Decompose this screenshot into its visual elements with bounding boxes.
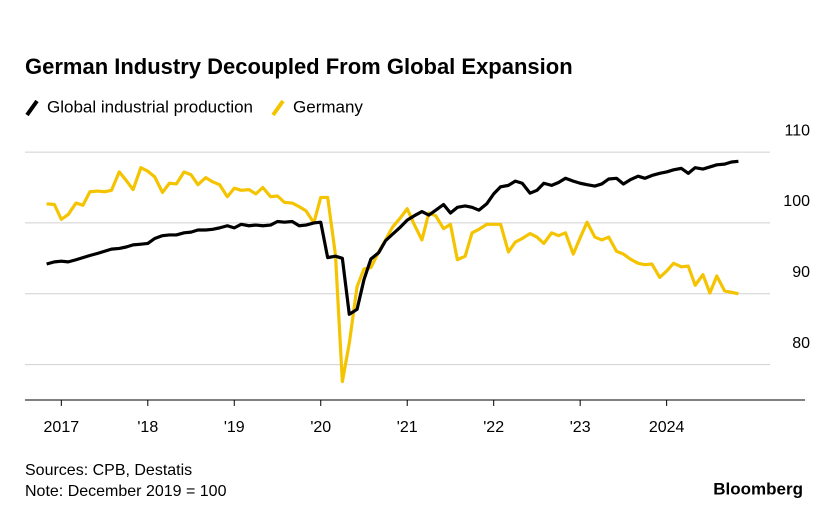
series-line	[46, 159, 739, 316]
chart-title: German Industry Decoupled From Global Ex…	[25, 54, 573, 79]
legend-label: Germany	[293, 97, 363, 116]
y-tick-label: 100	[783, 193, 810, 210]
note: Note: December 2019 = 100	[25, 483, 227, 500]
legend-label: Global industrial production	[47, 97, 253, 116]
legend-swatch	[271, 99, 285, 117]
x-tick-label: '18	[137, 419, 158, 436]
x-tick-label: '23	[570, 419, 591, 436]
y-tick-label: 90	[792, 264, 810, 281]
x-tick-label: 2024	[649, 419, 685, 436]
x-tick-label: '21	[397, 419, 418, 436]
x-tick-label: '19	[224, 419, 245, 436]
series-line	[46, 166, 739, 384]
x-tick-label: 2017	[44, 419, 80, 436]
x-tick-label: '22	[483, 419, 504, 436]
source: Sources: CPB, Destatis	[25, 462, 192, 479]
credit: Bloomberg	[713, 479, 803, 498]
x-tick-label: '20	[310, 419, 331, 436]
y-tick-label: 110	[784, 122, 810, 139]
legend-swatch	[25, 99, 39, 117]
y-tick-label: 80	[792, 335, 810, 352]
